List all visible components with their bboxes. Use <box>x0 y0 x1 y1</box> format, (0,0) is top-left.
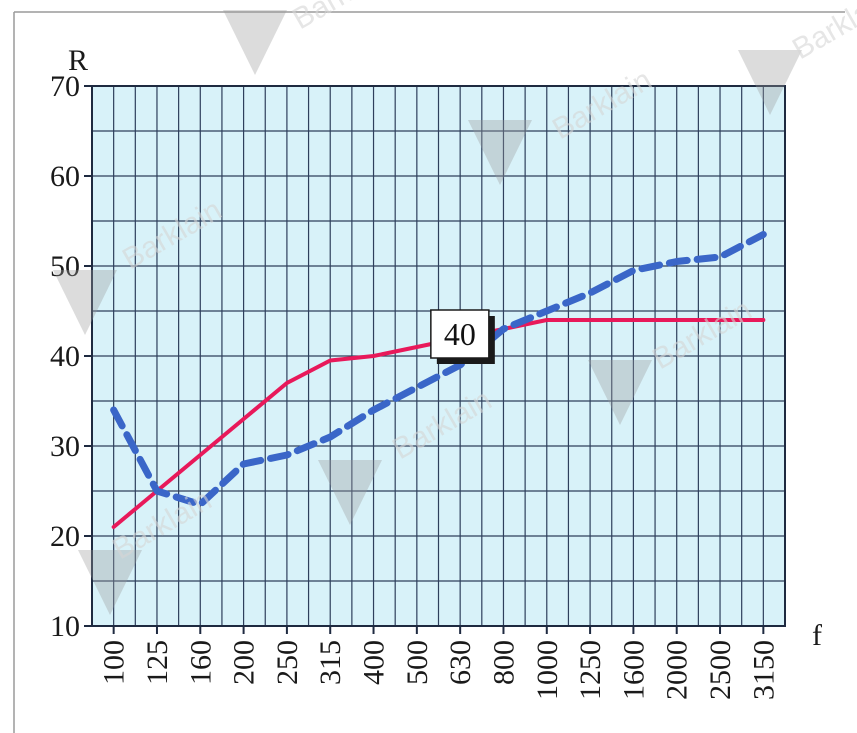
data-point <box>199 454 202 457</box>
x-tick-label: 2000 <box>661 640 694 700</box>
data-point <box>242 463 245 466</box>
watermark-logo <box>468 120 532 185</box>
data-point <box>329 436 332 439</box>
data-point <box>285 382 288 385</box>
watermark-logo <box>78 550 142 615</box>
series-line-dashed <box>110 231 767 508</box>
x-axis-title: f <box>812 619 822 652</box>
x-tick-label: 1000 <box>531 640 564 700</box>
data-point <box>762 319 765 322</box>
x-tick-label: 3150 <box>747 640 780 700</box>
data-point <box>545 319 548 322</box>
data-point <box>112 409 115 412</box>
data-point <box>285 454 288 457</box>
y-axis-title: R <box>68 44 88 77</box>
data-point <box>762 233 765 236</box>
data-point <box>155 490 158 493</box>
y-tick-label: 50 <box>50 250 80 283</box>
x-tick-label: 100 <box>98 640 131 685</box>
watermark-text: Barklain <box>287 0 397 36</box>
data-point <box>415 386 418 389</box>
y-tick-label: 10 <box>50 610 80 643</box>
watermark-logo <box>738 50 802 115</box>
watermark-text: Barklain <box>787 0 857 66</box>
x-tick-label: 160 <box>184 640 217 685</box>
data-point <box>632 319 635 322</box>
data-point <box>675 319 678 322</box>
y-tick-label: 40 <box>50 340 80 373</box>
x-tick-label: 500 <box>401 640 434 685</box>
data-point <box>589 319 592 322</box>
data-point <box>372 355 375 358</box>
y-tick-label: 30 <box>50 430 80 463</box>
data-point <box>675 260 678 263</box>
data-point <box>242 418 245 421</box>
x-tick-label: 1250 <box>574 640 607 700</box>
x-tick-label: 2500 <box>704 640 737 700</box>
y-tick-label: 60 <box>50 160 80 193</box>
data-point <box>372 409 375 412</box>
watermark-logo <box>318 460 382 525</box>
x-tick-label: 250 <box>271 640 304 685</box>
data-point <box>589 292 592 295</box>
x-tick-label: 315 <box>314 640 347 685</box>
data-point <box>719 256 722 259</box>
annotation-box <box>430 309 490 359</box>
x-tick-label: 800 <box>487 640 520 685</box>
data-point <box>632 269 635 272</box>
x-tick-label: 200 <box>228 640 261 685</box>
data-point <box>329 359 332 362</box>
x-tick-label: 630 <box>444 640 477 685</box>
annotation-label: 40 <box>444 316 476 352</box>
watermark-logo <box>588 360 652 425</box>
data-point <box>502 328 505 331</box>
data-point <box>545 310 548 313</box>
y-tick-label: 70 <box>50 70 80 103</box>
watermark-logo <box>223 10 287 75</box>
data-point <box>415 346 418 349</box>
y-tick-label: 20 <box>50 520 80 553</box>
x-tick-label: 125 <box>141 640 174 685</box>
x-tick-label: 400 <box>358 640 391 685</box>
x-tick-label: 1600 <box>617 640 650 700</box>
data-point <box>112 526 115 529</box>
watermark-logo <box>53 270 117 335</box>
